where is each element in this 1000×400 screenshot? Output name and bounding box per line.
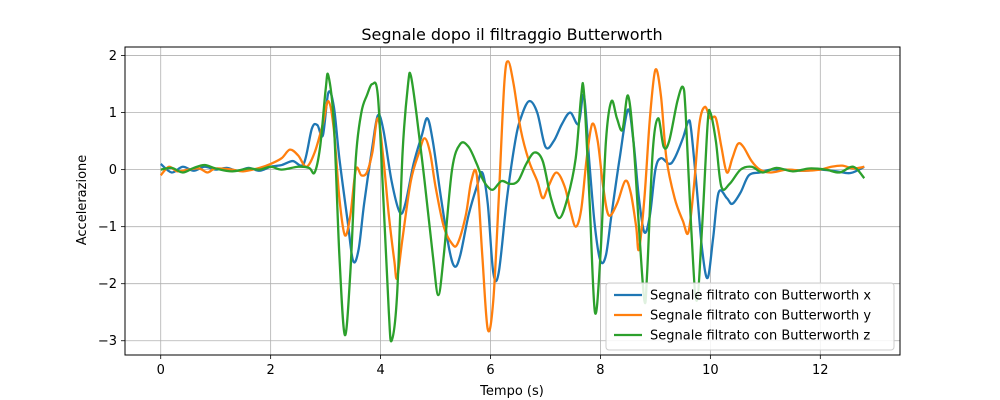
legend-label: Segnale filtrato con Butterworth y — [650, 309, 871, 324]
x-axis-label: Tempo (s) — [479, 384, 544, 399]
y-tick-label: −2 — [98, 277, 117, 292]
x-tick-label: 10 — [702, 363, 719, 378]
y-tick-label: 2 — [109, 49, 117, 64]
x-tick-label: 12 — [812, 363, 829, 378]
series-line-x — [161, 91, 865, 281]
y-tick-label: −3 — [98, 334, 117, 349]
chart-title: Segnale dopo il filtraggio Butterworth — [361, 25, 662, 44]
x-tick-label: 8 — [596, 363, 604, 378]
y-axis-label: Accelerazione — [75, 155, 90, 246]
y-axis-ticks: −3 −2 −1 0 1 2 — [98, 49, 125, 349]
y-tick-label: 1 — [109, 106, 117, 121]
x-axis-ticks: 0 2 4 6 8 10 12 — [157, 355, 829, 378]
legend-label: Segnale filtrato con Butterworth z — [650, 329, 870, 344]
y-tick-label: −1 — [98, 220, 117, 235]
y-tick-label: 0 — [109, 163, 117, 178]
x-tick-label: 4 — [376, 363, 384, 378]
legend: Segnale filtrato con Butterworth x Segnal… — [606, 283, 894, 350]
x-tick-label: 6 — [486, 363, 494, 378]
x-tick-label: 2 — [267, 363, 275, 378]
legend-label: Segnale filtrato con Butterworth x — [650, 289, 871, 304]
x-tick-label: 0 — [157, 363, 165, 378]
